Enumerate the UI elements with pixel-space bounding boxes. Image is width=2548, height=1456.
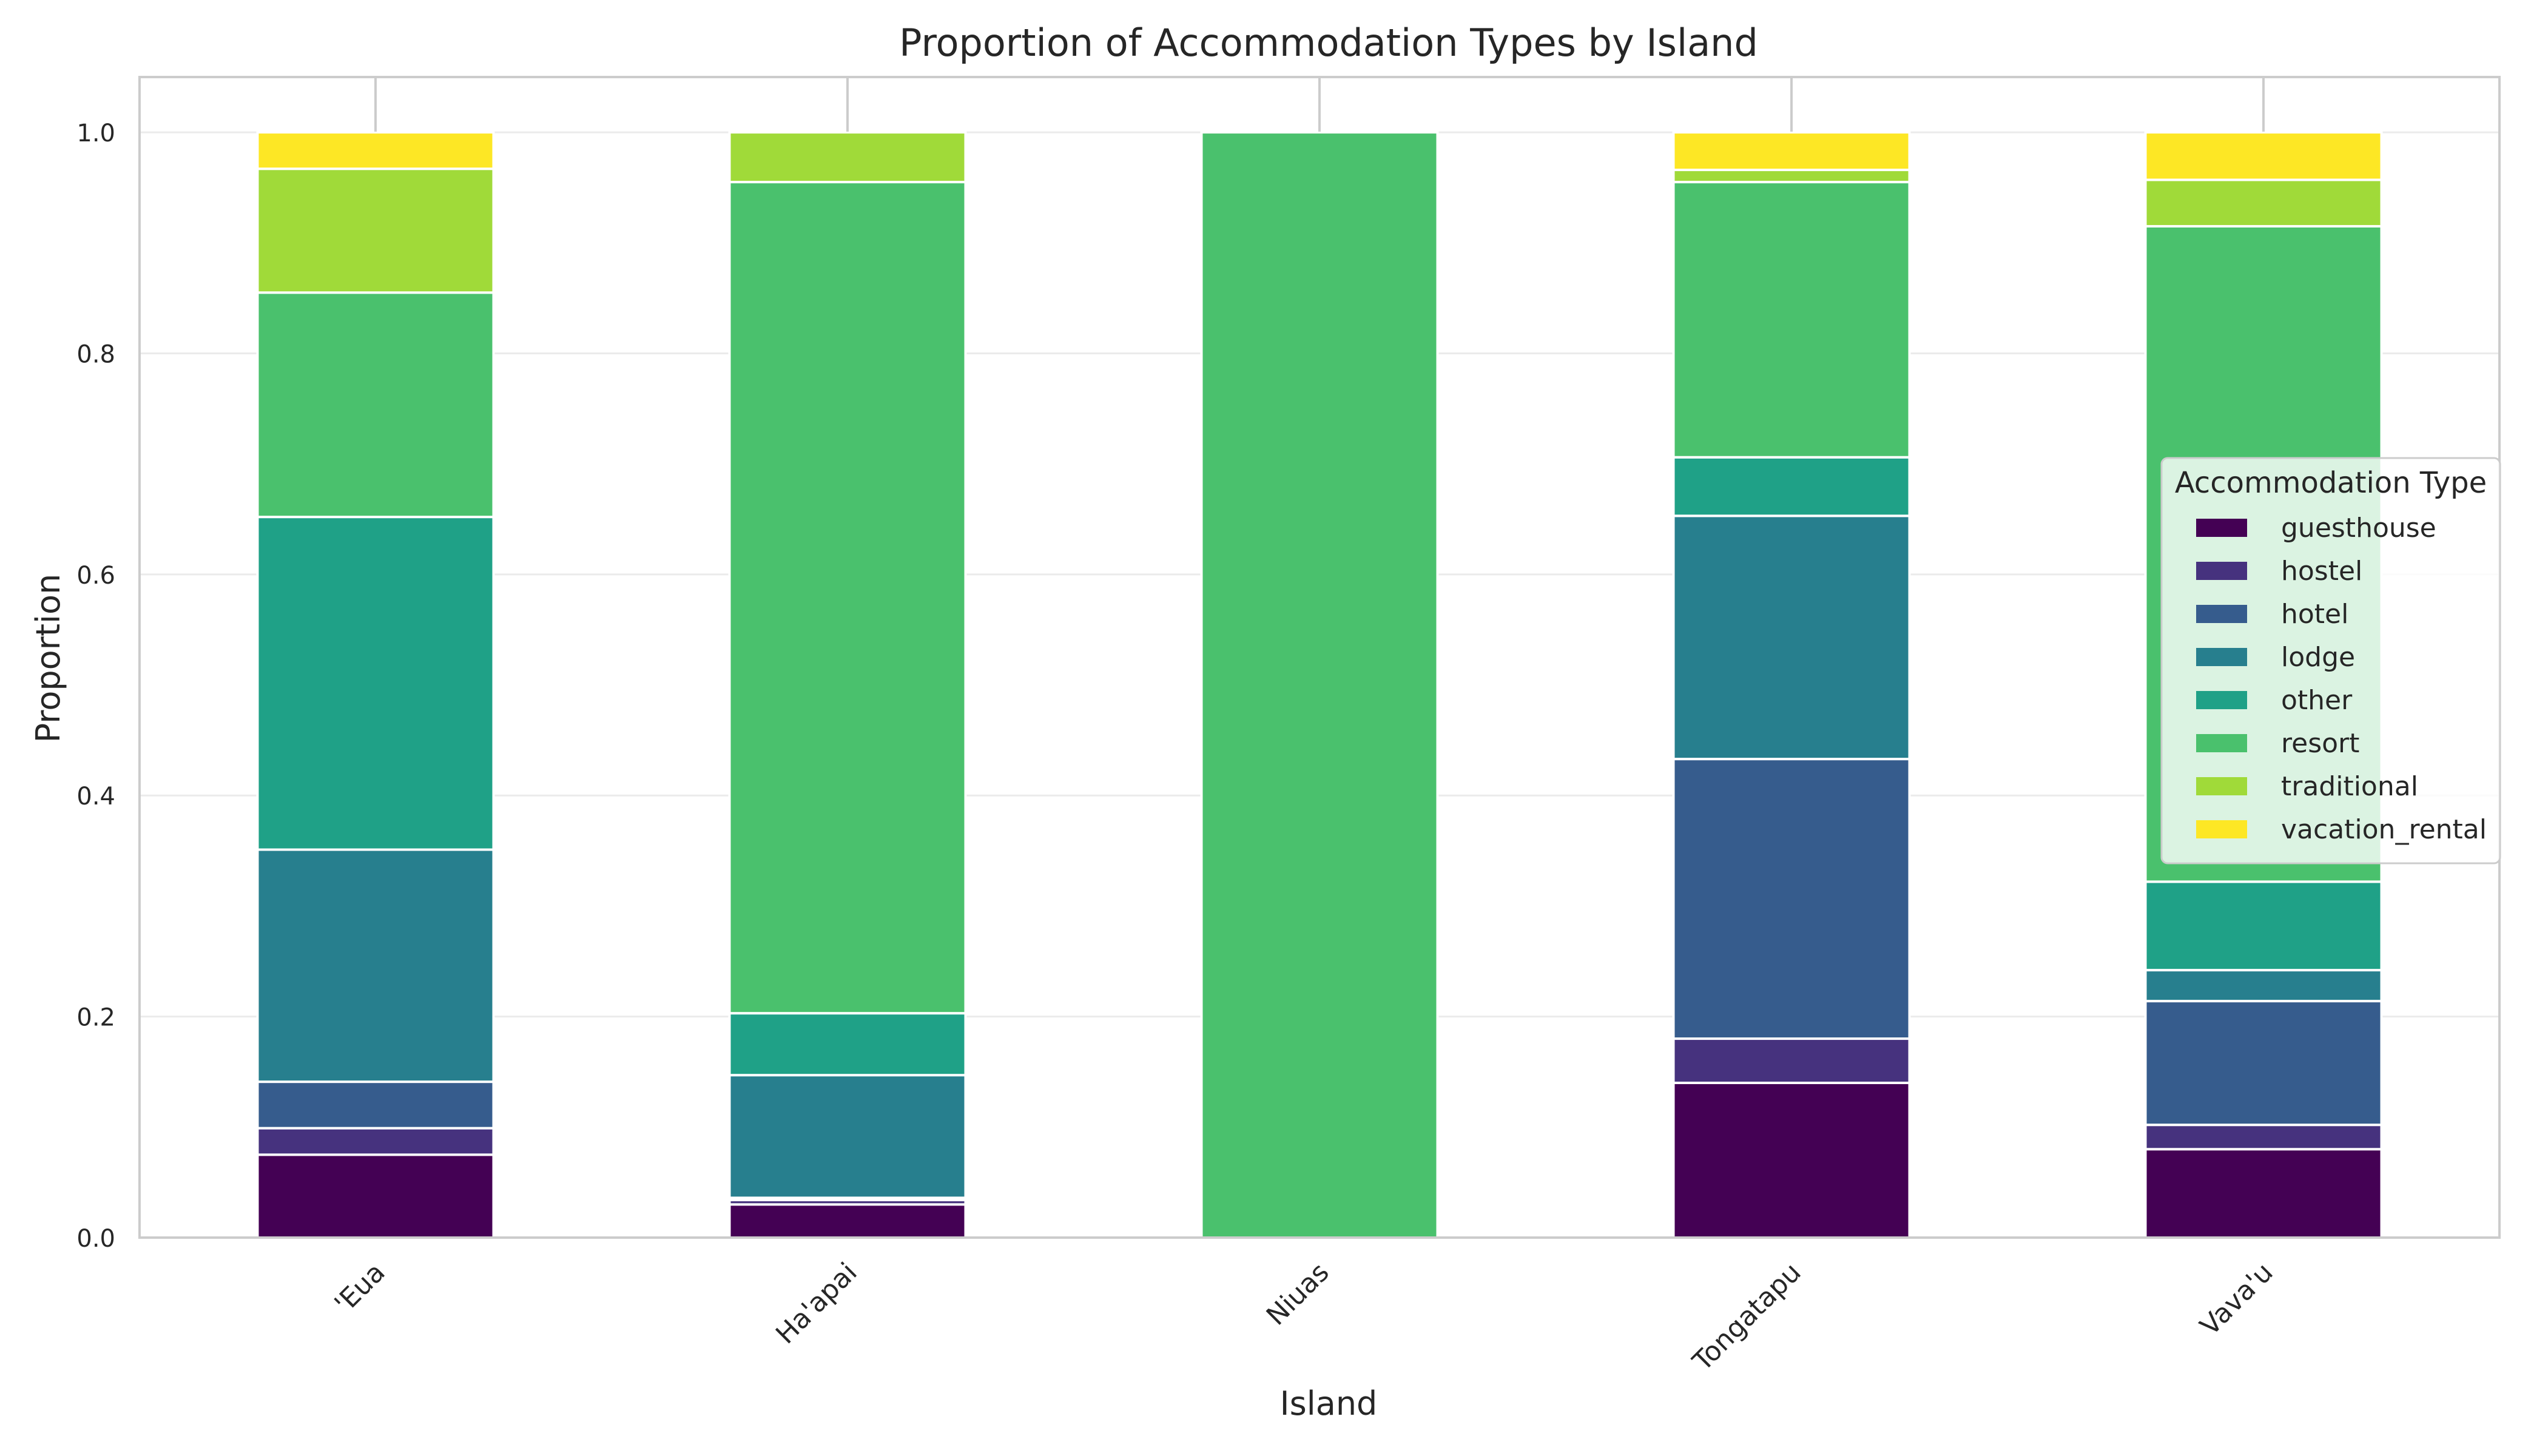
bar-segment-resort-niuas — [1200, 131, 1439, 1239]
legend: Accommodation Type guesthouse hostel hotel… — [2160, 457, 2501, 864]
bar-segment-hotel-vava-u — [2144, 1000, 2383, 1127]
bar-segment-lodge-tongatapu — [1672, 514, 1911, 761]
y-tick-label: 1.0 — [76, 120, 115, 147]
bar-segment-resort-eua — [256, 291, 495, 519]
bar-segment-traditional-ha-apai — [728, 131, 967, 184]
bar-segment-hotel-eua — [256, 1080, 495, 1130]
y-tick-label: 0.2 — [76, 1004, 115, 1032]
y-tick-label: 0.8 — [76, 340, 115, 368]
bar-segment-guesthouse-ha-apai — [728, 1203, 967, 1239]
legend-swatch-guesthouse — [2196, 519, 2247, 537]
bar-segment-other-vava-u — [2144, 880, 2383, 972]
bar-segment-hostel-eua — [256, 1127, 495, 1156]
bar-segment-other-tongatapu — [1672, 456, 1911, 517]
bar-segment-lodge-ha-apai — [728, 1074, 967, 1199]
bar-segment-lodge-eua — [256, 848, 495, 1084]
bar-segment-guesthouse-vava-u — [2144, 1148, 2383, 1239]
bar-segment-hotel-tongatapu — [1672, 758, 1911, 1040]
legend-label-guesthouse: guesthouse — [2281, 513, 2436, 544]
x-axis-label: Island — [1280, 1384, 1378, 1423]
legend-swatch-vacation-rental — [2196, 820, 2247, 838]
legend-label-hotel: hotel — [2281, 599, 2348, 630]
legend-swatch-hostel — [2196, 562, 2247, 580]
plot-area — [138, 76, 2501, 1239]
legend-label-resort: resort — [2281, 728, 2359, 759]
bar-segment-lodge-vava-u — [2144, 969, 2383, 1003]
legend-swatch-traditional — [2196, 777, 2247, 795]
y-tick-label: 0.4 — [76, 783, 115, 811]
bar-segment-traditional-eua — [256, 167, 495, 294]
bar-segment-vacation-rental-tongatapu — [1672, 131, 1911, 172]
legend-label-other: other — [2281, 685, 2353, 716]
bar-segment-hostel-tongatapu — [1672, 1037, 1911, 1084]
bar-segment-other-eua — [256, 516, 495, 851]
bar-segment-guesthouse-eua — [256, 1153, 495, 1239]
bar-segment-vacation-rental-eua — [256, 131, 495, 170]
bar-segment-resort-ha-apai — [728, 181, 967, 1015]
legend-title: Accommodation Type — [2175, 466, 2487, 500]
bar-segment-vacation-rental-vava-u — [2144, 131, 2383, 181]
y-axis-label: Proportion — [29, 574, 67, 743]
bar-segment-traditional-tongatapu — [1672, 169, 1911, 184]
top-ticks — [374, 77, 2265, 132]
bar-segment-traditional-vava-u — [2144, 178, 2383, 228]
legend-items: guesthouse hostel hotel lodge other resort tra… — [2196, 513, 2487, 845]
bar-segment-hostel-vava-u — [2144, 1124, 2383, 1151]
legend-label-lodge: lodge — [2281, 642, 2355, 673]
legend-label-hostel: hostel — [2281, 556, 2362, 587]
bar-segment-guesthouse-tongatapu — [1672, 1081, 1911, 1239]
legend-swatch-other — [2196, 691, 2247, 709]
legend-frame — [2160, 457, 2501, 864]
legend-swatch-resort — [2196, 734, 2247, 752]
legend-label-vacation-rental: vacation_rental — [2281, 814, 2487, 845]
bar-segment-other-ha-apai — [728, 1012, 967, 1077]
y-tick-label: 0.6 — [76, 562, 115, 590]
y-tick-label: 0.0 — [76, 1225, 115, 1253]
y-axis-ticks: 0.0 0.2 0.4 0.6 0.8 1.0 — [76, 120, 115, 1253]
legend-label-traditional: traditional — [2281, 771, 2418, 802]
chart-title: Proportion of Accommodation Types by Isl… — [899, 21, 1758, 65]
legend-swatch-lodge — [2196, 648, 2247, 666]
legend-swatch-hotel — [2196, 605, 2247, 623]
bar-segment-resort-tongatapu — [1672, 181, 1911, 459]
